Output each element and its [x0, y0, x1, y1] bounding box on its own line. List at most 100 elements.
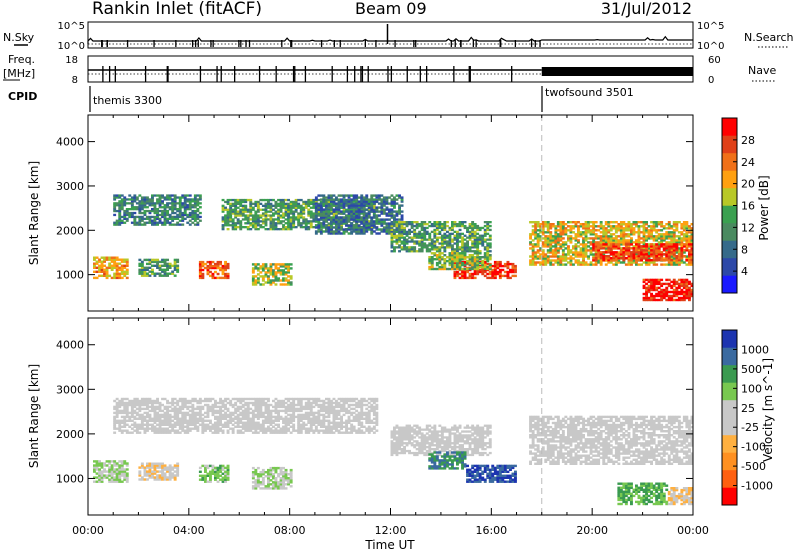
data-cell — [314, 200, 318, 204]
data-cell — [176, 268, 180, 271]
data-cell — [267, 475, 270, 478]
data-cell — [350, 198, 354, 201]
data-cell — [672, 221, 676, 224]
data-cell — [592, 249, 596, 252]
data-cell — [267, 267, 270, 270]
data-cell — [440, 256, 444, 259]
data-cell — [100, 466, 104, 469]
data-cell — [599, 259, 603, 262]
data-cell — [688, 227, 691, 230]
data-cell — [564, 255, 568, 258]
data-cell — [135, 221, 139, 224]
data-cell — [327, 216, 331, 219]
data-cell — [118, 421, 122, 424]
data-cell — [272, 212, 275, 215]
data-cell — [362, 218, 366, 221]
data-cell — [229, 212, 233, 215]
data-cell — [279, 208, 283, 211]
data-cell — [403, 244, 406, 247]
data-cell — [655, 249, 659, 252]
data-cell — [682, 251, 686, 254]
data-cell — [274, 487, 278, 490]
data-cell — [614, 241, 618, 244]
data-cell — [113, 266, 117, 269]
data-cell — [133, 211, 137, 215]
data-cell — [272, 204, 275, 207]
data-cell — [388, 226, 391, 229]
data-cell — [677, 286, 681, 290]
data-cell — [100, 260, 104, 263]
data-cell — [617, 253, 621, 256]
data-cell — [511, 264, 515, 268]
data-cell — [347, 204, 351, 207]
data-cell — [254, 487, 258, 490]
data-cell — [680, 251, 684, 254]
data-cell — [420, 236, 424, 239]
data-cell — [158, 464, 162, 467]
data-cell — [214, 266, 217, 270]
data-cell — [249, 204, 253, 207]
data-cell — [108, 478, 112, 481]
data-cell — [206, 264, 210, 268]
colorbar-swatch — [722, 118, 737, 136]
data-cell — [115, 272, 119, 275]
data-cell — [261, 212, 265, 215]
data-cell — [546, 259, 550, 262]
data-cell — [130, 401, 134, 405]
data-cell — [556, 251, 560, 254]
data-cell — [264, 208, 268, 211]
data-cell — [133, 208, 137, 211]
data-cell — [352, 196, 356, 199]
data-cell — [322, 220, 326, 223]
data-cell — [667, 231, 671, 234]
data-cell — [471, 240, 475, 243]
data-cell — [113, 256, 117, 259]
data-cell — [640, 251, 643, 254]
data-cell — [408, 246, 411, 249]
data-cell — [103, 272, 106, 275]
data-cell — [120, 194, 124, 197]
data-cell — [219, 474, 222, 477]
data-cell — [544, 243, 548, 246]
data-cell — [481, 242, 485, 245]
data-cell — [282, 481, 285, 484]
data-cell — [146, 472, 149, 475]
data-cell — [655, 280, 659, 284]
data-cell — [269, 198, 273, 202]
data-cell — [135, 425, 139, 428]
data-cell — [330, 204, 333, 207]
data-cell — [287, 283, 290, 286]
data-cell — [415, 226, 419, 230]
data-cell — [536, 257, 540, 260]
data-cell — [672, 298, 676, 302]
data-cell — [229, 224, 233, 227]
data-cell — [481, 259, 485, 263]
data-cell — [312, 216, 316, 219]
data-cell — [670, 245, 674, 248]
data-cell — [115, 472, 119, 475]
data-cell — [322, 210, 326, 213]
data-cell — [115, 270, 119, 273]
data-cell — [302, 218, 306, 221]
data-cell — [551, 253, 555, 256]
data-cell — [100, 472, 104, 475]
data-cell — [650, 249, 653, 252]
data-cell — [471, 242, 475, 245]
data-cell — [498, 272, 502, 276]
data-cell — [211, 260, 215, 264]
data-cell — [670, 298, 674, 302]
data-cell — [531, 253, 535, 256]
data-cell — [108, 274, 112, 277]
data-cell — [657, 229, 661, 232]
data-cell — [657, 294, 661, 298]
colorbar-swatch — [722, 153, 737, 171]
data-cell — [299, 212, 303, 215]
data-cell — [662, 292, 666, 296]
data-cell — [105, 272, 109, 275]
data-cell — [667, 241, 671, 244]
data-cell — [435, 240, 439, 243]
data-cell — [138, 223, 142, 226]
data-cell — [617, 235, 621, 238]
data-cell — [236, 200, 240, 204]
data-cell — [556, 221, 560, 224]
